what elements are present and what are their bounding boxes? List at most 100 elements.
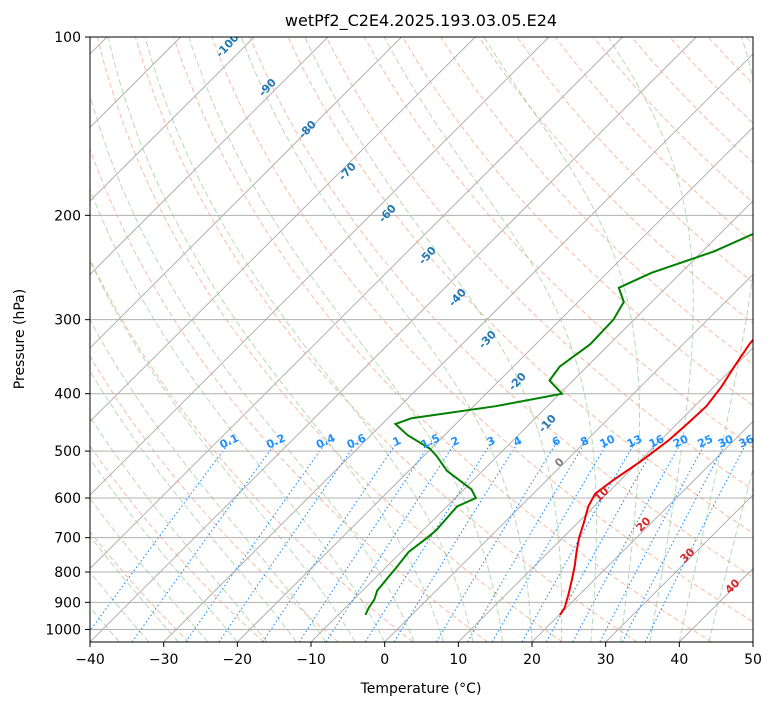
dry-adiabat-line (96, 37, 563, 642)
isotherm-line (531, 420, 753, 642)
x-tick-label: 40 (670, 652, 688, 668)
y-tick-label: 1000 (45, 622, 81, 638)
moist-adiabat-line (90, 535, 179, 642)
x-tick-label: 10 (449, 652, 467, 668)
isotherm-line (90, 37, 255, 202)
x-tick-label: −10 (296, 652, 326, 668)
moist-adiabat-line (90, 188, 386, 642)
temperature-profile-line (559, 338, 753, 616)
y-tick-label: 800 (54, 565, 81, 581)
dry-adiabat-line (173, 37, 712, 642)
dry-adiabat-line (90, 147, 488, 642)
isotherm-line (457, 347, 753, 642)
mixing-ratio-label: 13 (625, 432, 644, 450)
mixing-ratio-label: 20 (671, 432, 691, 450)
x-tick-label: 20 (523, 652, 541, 668)
isotherm-line (90, 37, 329, 276)
y-tick-label: 400 (54, 387, 81, 403)
moist-adiabat-line (383, 37, 597, 642)
x-tick-label: −20 (223, 652, 253, 668)
dry-adiabat-line (90, 258, 414, 642)
mixing-ratio-line (131, 440, 278, 642)
mixing-ratio-line (90, 440, 232, 632)
isotherm-line (90, 37, 402, 349)
y-tick-label: 500 (54, 444, 81, 460)
dewpoint-profile-line (364, 232, 753, 616)
dry-adiabat-line (325, 37, 753, 491)
x-tick-label: 30 (597, 652, 615, 668)
dry-adiabat-line (249, 37, 753, 578)
moist-adiabat-line (607, 37, 694, 642)
y-tick-label: 700 (54, 531, 81, 547)
mixing-ratio-line (521, 440, 637, 642)
moist-adiabat-line (90, 370, 297, 642)
mixing-ratio-line (467, 440, 587, 642)
x-tick-label: −40 (75, 652, 105, 668)
x-axis-ticks: −40 −30 −20 −10 0 10 20 30 40 50 (75, 642, 762, 668)
y-tick-label: 200 (54, 208, 81, 224)
isotherm-line (605, 494, 753, 642)
dry-adiabat-line (516, 37, 753, 284)
mixing-ratio-label: 25 (696, 432, 715, 450)
mixing-ratio-line (185, 440, 328, 642)
dry-adiabat-line (90, 445, 264, 642)
mixing-ratio-label: 36 (737, 432, 757, 450)
moist-adiabat-line (90, 259, 356, 642)
dry-adiabat-line (90, 530, 190, 642)
isotherm-line (90, 37, 550, 496)
mixing-ratio-line (491, 440, 610, 642)
dry-adiabat-line (90, 355, 339, 642)
x-tick-label: −30 (149, 652, 179, 668)
chart-title: wetPf2_C2E4.2025.193.03.05.E24 (285, 11, 557, 31)
plot-frame (89, 36, 754, 643)
isotherm-line (163, 53, 753, 642)
x-tick-label: 0 (380, 652, 389, 668)
isotherm-line (236, 126, 753, 642)
moist-adiabat-line (188, 37, 503, 642)
moist-adiabat-line (678, 37, 753, 642)
moist-adiabat-line (90, 458, 238, 642)
mixing-ratio-label: 10 (598, 432, 618, 450)
isotherm-line (90, 37, 623, 570)
mixing-ratio-line (393, 440, 520, 642)
y-axis-ticks: 100 200 300 400 500 600 700 800 900 1000 (45, 30, 90, 638)
y-tick-label: 600 (54, 491, 81, 507)
y-axis-label: Pressure (hPa) (12, 289, 28, 389)
moist-adiabat-line (144, 37, 474, 642)
dry-adiabat-line (402, 37, 753, 406)
moist-adiabat-line (107, 37, 445, 642)
isotherm-line (90, 37, 476, 423)
y-tick-label: 900 (54, 595, 81, 611)
moist-adiabat-line (90, 497, 209, 642)
y-tick-label: 100 (54, 30, 81, 46)
isotherm-line (90, 37, 697, 642)
moist-adiabat-line (90, 93, 415, 642)
x-tick-label: 50 (744, 652, 762, 668)
moist-adiabat-line (304, 37, 563, 642)
mixing-ratio-label: 16 (647, 432, 667, 450)
mixing-ratio-line (545, 440, 659, 642)
moist-adiabat-line (483, 37, 640, 642)
series-layer (364, 232, 753, 616)
dry-adiabat-line (440, 37, 753, 365)
mixing-ratio-line (325, 440, 458, 642)
mixing-ratio-line (364, 440, 494, 642)
dry-adiabat-line (211, 37, 753, 623)
mixing-ratio-line (262, 440, 399, 642)
moist-adiabat-line (240, 37, 533, 642)
moist-adiabat-line (90, 415, 268, 642)
mixing-ratio-line (572, 440, 683, 642)
mixing-ratio-line (218, 440, 359, 642)
y-tick-label: 300 (54, 313, 81, 329)
x-axis-label: Temperature (°C) (360, 681, 482, 697)
dry-adiabat-line (134, 37, 638, 642)
mixing-ratio-line (298, 440, 433, 642)
isobar-gridlines (90, 37, 753, 630)
mixing-ratio-line (435, 440, 559, 642)
mixing-ratio-label: 30 (716, 432, 736, 450)
isotherm-line (384, 273, 753, 642)
background-lines (90, 37, 753, 642)
moist-adiabat-group (90, 37, 753, 642)
